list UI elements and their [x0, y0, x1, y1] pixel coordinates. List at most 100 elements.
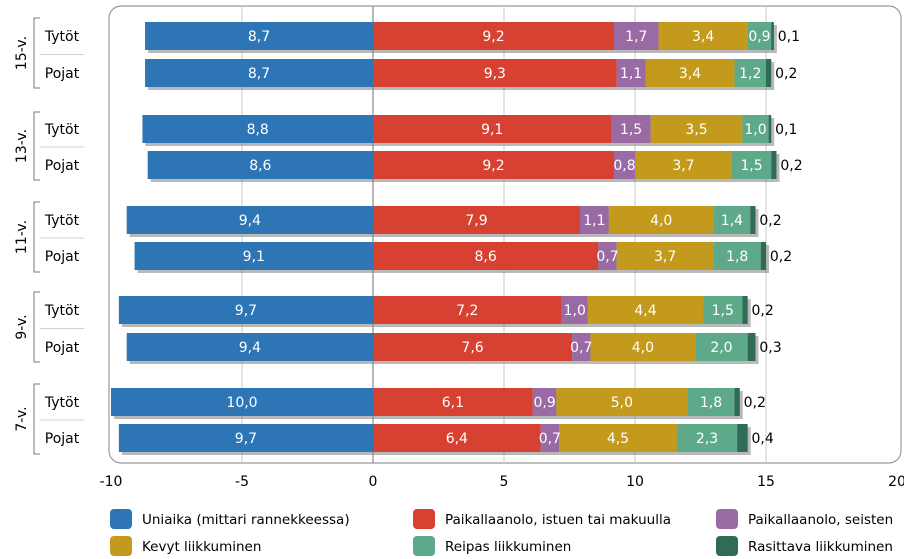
x-tick-label: -5	[235, 474, 249, 490]
data-label: 3,7	[654, 249, 676, 265]
data-label: 9,4	[239, 340, 261, 356]
data-label: 9,2	[482, 158, 504, 174]
group-label: 15-v.	[14, 36, 30, 70]
data-label: 8,6	[249, 158, 271, 174]
row-label: Pojat	[45, 249, 80, 265]
data-label: 2,0	[710, 340, 732, 356]
bar-uniaika-mittari-rannekke	[134, 242, 373, 270]
row-label: Pojat	[45, 340, 80, 356]
x-tick-label: 10	[626, 474, 644, 490]
group-bracket	[33, 17, 40, 89]
data-label: 0,4	[752, 431, 774, 447]
bar-paikallaanolo-seisten	[614, 22, 659, 50]
bar-paikallaanolo-seisten	[572, 333, 591, 361]
bar-paikallaanolo-seisten	[611, 115, 651, 143]
bar-paikallaanolo-seisten	[614, 151, 635, 179]
bar-kevyt-liikkuminen	[590, 333, 696, 361]
data-label: 0,2	[752, 303, 774, 319]
bar-rasittava-liikkuminen	[737, 424, 748, 452]
legend-label: Paikallaanolo, istuen tai makuulla	[445, 512, 671, 528]
data-label: 9,1	[243, 249, 265, 265]
legend-swatch	[716, 509, 738, 529]
data-label: 9,2	[482, 29, 504, 45]
bar-reipas-liikkuminen	[742, 115, 769, 143]
data-label: 0,1	[775, 122, 797, 138]
row-label: Pojat	[45, 158, 80, 174]
data-label: 1,8	[700, 395, 722, 411]
bar-paikallaanolo-istuen-tai	[373, 388, 533, 416]
bar-paikallaanolo-seisten	[579, 206, 609, 234]
bar-rasittava-liikkuminen	[734, 388, 740, 416]
bar-kevyt-liikkuminen	[645, 59, 735, 87]
legend-swatch	[110, 509, 132, 529]
data-label: 4,5	[607, 431, 629, 447]
x-tick-label: -10	[100, 474, 123, 490]
row-labels: 15-v. Tytöt Pojat 13-v. Tytöt Pojat 11-v. Tytöt…	[14, 17, 84, 455]
legend-label: Uniaika (mittari rannekkeessa)	[142, 512, 350, 528]
data-label: 10,0	[226, 395, 257, 411]
bars	[111, 22, 780, 455]
group-bracket	[33, 383, 40, 455]
bar-reipas-liikkuminen	[713, 242, 761, 270]
data-label: 1,0	[744, 122, 766, 138]
data-label: 1,5	[712, 303, 734, 319]
bar-reipas-liikkuminen	[703, 296, 743, 324]
x-axis: -10 -5 0 5 10 15 20	[100, 474, 904, 490]
data-label: 4,0	[632, 340, 654, 356]
legend-swatch	[413, 536, 435, 556]
bar-paikallaanolo-seisten	[561, 296, 588, 324]
group-label: 7-v.	[14, 406, 30, 431]
bar-paikallaanolo-istuen-tai	[373, 206, 580, 234]
bar-rasittava-liikkuminen	[766, 59, 772, 87]
x-tick-label: 15	[757, 474, 775, 490]
row-label: Pojat	[45, 66, 80, 82]
data-label: 0,2	[775, 66, 797, 82]
bar-paikallaanolo-istuen-tai	[373, 22, 615, 50]
bar-kevyt-liikkuminen	[616, 242, 714, 270]
data-label: 8,6	[475, 249, 497, 265]
data-label: 4,4	[634, 303, 656, 319]
bar-paikallaanolo-istuen-tai	[373, 115, 612, 143]
bar-reipas-liikkuminen	[734, 59, 766, 87]
legend: Uniaika (mittari rannekkeessa) Paikallaan…	[110, 509, 893, 556]
data-label: 8,7	[248, 29, 270, 45]
bar-rasittava-liikkuminen	[747, 333, 756, 361]
bar-kevyt-liikkuminen	[658, 22, 748, 50]
legend-label: Kevyt liikkuminen	[142, 539, 261, 555]
bar-uniaika-mittari-rannekke	[111, 388, 373, 416]
bar-reipas-liikkuminen	[747, 22, 772, 50]
bar-rasittava-liikkuminen	[771, 22, 774, 50]
legend-swatch	[110, 536, 132, 556]
bar-kevyt-liikkuminen	[635, 151, 732, 179]
group-label: 11-v.	[14, 220, 30, 254]
data-label: 8,8	[247, 122, 269, 138]
bar-uniaika-mittari-rannekke	[145, 22, 373, 50]
bar-uniaika-mittari-rannekke	[118, 296, 373, 324]
bar-paikallaanolo-seisten	[540, 424, 560, 452]
bar-kevyt-liikkuminen	[608, 206, 714, 234]
bar-rasittava-liikkuminen	[742, 296, 748, 324]
bar-uniaika-mittari-rannekke	[126, 333, 373, 361]
data-label: 0,2	[780, 158, 802, 174]
bar-kevyt-liikkuminen	[556, 388, 688, 416]
data-label: 0,7	[596, 249, 618, 265]
data-label: 9,3	[484, 66, 506, 82]
data-label: 3,7	[672, 158, 694, 174]
bar-paikallaanolo-istuen-tai	[373, 333, 573, 361]
data-label: 1,2	[739, 66, 761, 82]
legend-label: Reipas liikkuminen	[445, 539, 571, 555]
bar-reipas-liikkuminen	[731, 151, 772, 179]
row-label: Tytöt	[44, 395, 80, 411]
data-label: 1,1	[583, 213, 605, 229]
legend-swatch	[716, 536, 738, 556]
group-bracket	[33, 201, 40, 273]
data-label: 0,2	[770, 249, 792, 265]
bar-paikallaanolo-seisten	[598, 242, 617, 270]
bar-kevyt-liikkuminen	[587, 296, 704, 324]
data-label: 4,0	[650, 213, 672, 229]
row-label: Tytöt	[44, 29, 80, 45]
x-tick-label: 20	[888, 474, 904, 490]
x-tick-label: 5	[500, 474, 509, 490]
row-label: Tytöt	[44, 303, 80, 319]
data-label: 1,5	[740, 158, 762, 174]
